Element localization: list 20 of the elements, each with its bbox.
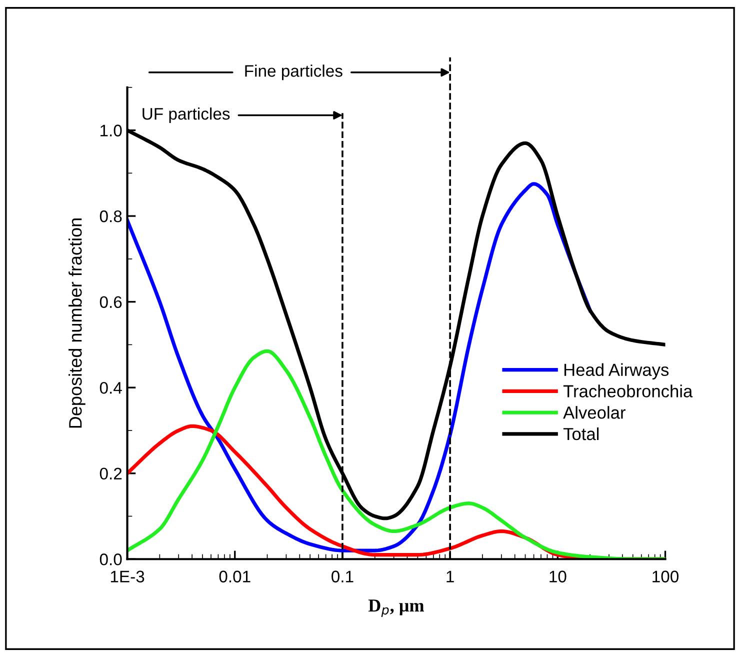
y-tick-label: 0.6 [100,296,122,308]
x-tick-label: 10 [550,570,566,582]
y-axis-title: Deposited number fraction [68,218,86,428]
y-tick-label: 0.8 [100,210,122,222]
legend-label: Total [563,427,599,440]
x-tick-label: 0.1 [332,570,354,582]
x-tick-label: 0.01 [219,570,250,582]
legend-label: Alveolar [563,406,626,419]
text: Fine particles [245,64,342,80]
y-tick-label: 0.4 [100,382,122,394]
x-axis-title: D$_{p}$, µm [368,600,424,618]
legend-label: Tracheobronchia [563,384,693,398]
annotation: UF particles [142,107,230,124]
y-tick-label: 0.0 [100,554,122,566]
x-tick-label: 100 [652,570,679,582]
y-tick-label: 0.2 [100,468,122,480]
x-tick-label: 1E-3 [110,570,144,582]
x-tick-label: 1 [446,570,454,582]
y-tick-label: 1.0 [100,124,122,136]
legend-label: Head Airways [564,363,669,380]
